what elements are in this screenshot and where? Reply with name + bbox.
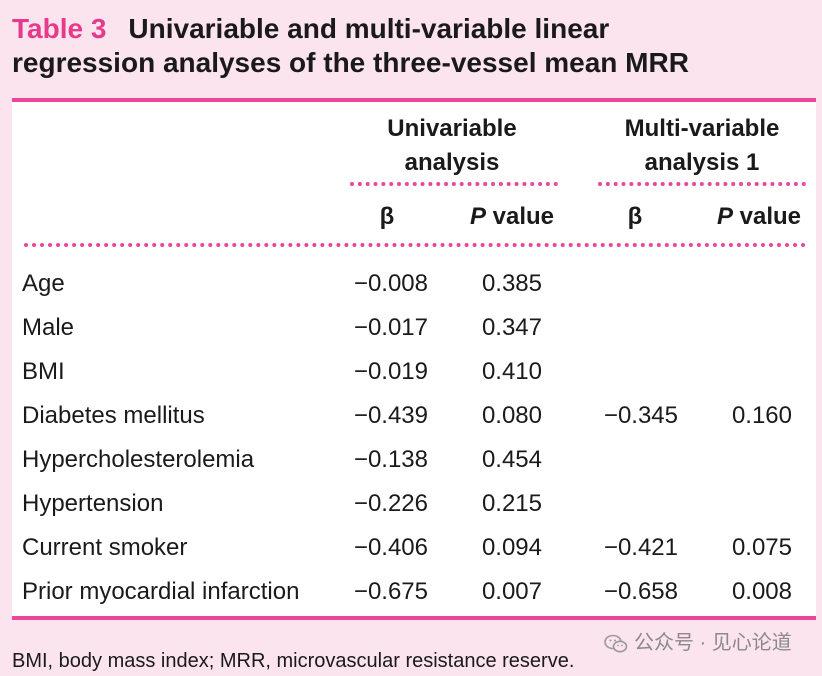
- p-letter: P: [716, 203, 733, 230]
- subheader-pvalue-2: P value: [704, 200, 814, 234]
- group-header-line: analysis 1: [644, 149, 760, 176]
- beta-univariable: −0.008: [353, 270, 428, 297]
- p-multivariable: 0.160: [731, 402, 792, 429]
- value-word: value: [732, 203, 802, 230]
- p-multivariable: 0.075: [731, 534, 792, 561]
- beta-univariable: −0.226: [353, 490, 428, 517]
- title-line-1: Table 3 Univariable and multi-variable li…: [12, 12, 812, 46]
- table-row: Prior myocardial infarction −0.675 0.007…: [12, 570, 816, 614]
- table-row: Age −0.008 0.385: [12, 262, 816, 306]
- watermark: 公众号 · 见心论道: [604, 628, 792, 658]
- p-univariable: 0.215: [481, 490, 542, 517]
- p-univariable: 0.385: [481, 270, 542, 297]
- beta-univariable: −0.019: [353, 358, 428, 385]
- beta-multivariable: −0.345: [603, 402, 678, 429]
- p-univariable: 0.007: [481, 578, 542, 605]
- p-letter: P: [469, 203, 486, 230]
- subheader-pvalue-1: P value: [457, 200, 567, 234]
- beta-univariable: −0.675: [353, 578, 428, 605]
- table-footnote: BMI, body mass index; MRR, microvascular…: [12, 650, 575, 672]
- subheader-beta-2: β: [627, 203, 643, 230]
- subheader-beta-1: β: [379, 203, 395, 230]
- table-row: Current smoker −0.406 0.094 −0.421 0.075: [12, 526, 816, 570]
- title-text-1: Univariable and multi-variable linear: [128, 13, 610, 44]
- row-label: BMI: [22, 358, 65, 385]
- table-number: Table 3: [12, 13, 107, 44]
- row-label: Current smoker: [22, 534, 188, 561]
- beta-univariable: −0.138: [353, 446, 428, 473]
- row-label: Hypercholesterolemia: [22, 446, 255, 473]
- group-underline-multivariable: [598, 182, 806, 186]
- wechat-icon: [604, 632, 634, 654]
- title-line-2: regression analyses of the three-vessel …: [12, 47, 689, 78]
- table-row: Hypercholesterolemia −0.138 0.454: [12, 438, 816, 482]
- table-title: Table 3 Univariable and multi-variable li…: [12, 12, 812, 80]
- watermark-text: 公众号 · 见心论道: [634, 632, 792, 654]
- value-word: value: [485, 203, 555, 230]
- p-univariable: 0.094: [481, 534, 542, 561]
- row-label: Diabetes mellitus: [22, 402, 205, 429]
- beta-multivariable: −0.658: [603, 578, 678, 605]
- row-label: Hypertension: [22, 490, 164, 517]
- header-divider: [24, 243, 806, 247]
- row-label: Age: [22, 270, 65, 297]
- group-header-line: Univariable: [387, 115, 517, 142]
- row-label: Male: [22, 314, 75, 341]
- group-underline-univariable: [350, 182, 558, 186]
- table-row: Male −0.017 0.347: [12, 306, 816, 350]
- beta-multivariable: −0.421: [603, 534, 678, 561]
- p-univariable: 0.454: [481, 446, 542, 473]
- group-header-multivariable: Multi-variable analysis 1: [597, 112, 807, 180]
- p-multivariable: 0.008: [731, 578, 792, 605]
- group-header-line: analysis: [404, 149, 500, 176]
- p-univariable: 0.410: [481, 358, 542, 385]
- group-header-univariable: Univariable analysis: [347, 112, 557, 180]
- p-univariable: 0.347: [481, 314, 542, 341]
- beta-univariable: −0.439: [353, 402, 428, 429]
- table-row: Hypertension −0.226 0.215: [12, 482, 816, 526]
- table-row: Diabetes mellitus −0.439 0.080 −0.345 0.…: [12, 394, 816, 438]
- p-univariable: 0.080: [481, 402, 542, 429]
- group-header-line: Multi-variable: [624, 115, 780, 142]
- beta-univariable: −0.017: [353, 314, 428, 341]
- beta-univariable: −0.406: [353, 534, 428, 561]
- row-label: Prior myocardial infarction: [22, 578, 300, 605]
- table-row: BMI −0.019 0.410: [12, 350, 816, 394]
- results-table: Univariable analysis Multi-variable anal…: [12, 98, 816, 620]
